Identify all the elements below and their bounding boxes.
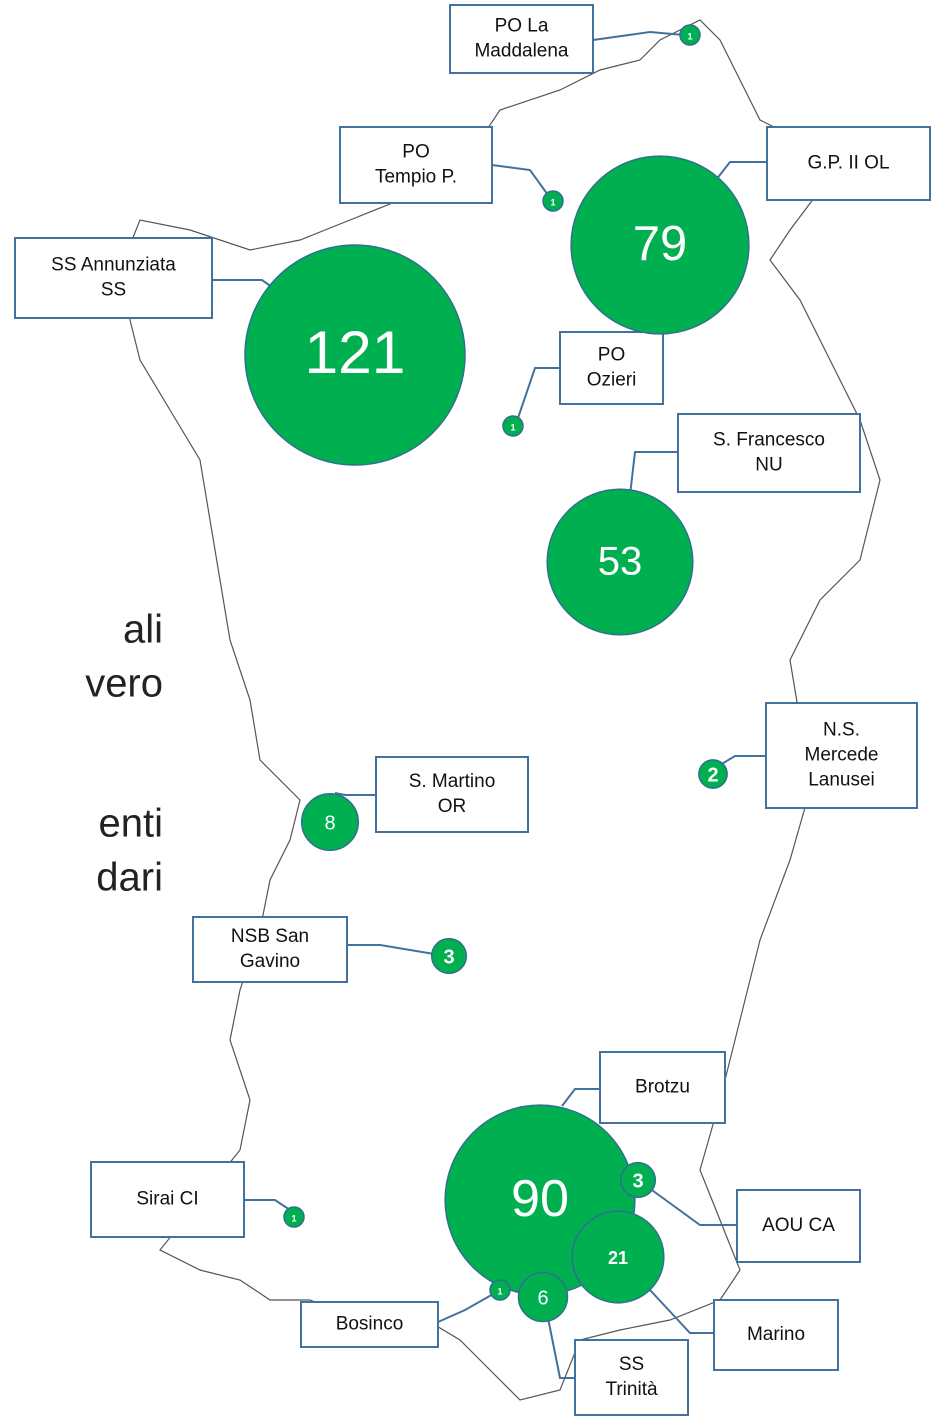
label-box bbox=[449, 4, 594, 74]
bubble-value: 2 bbox=[707, 764, 718, 786]
bubble-value: 8 bbox=[324, 812, 335, 834]
connector bbox=[629, 451, 678, 496]
label-box bbox=[300, 1301, 439, 1348]
label-box bbox=[765, 702, 918, 809]
hospital-label: Bosinco bbox=[336, 1314, 404, 1335]
bubble bbox=[570, 155, 750, 335]
hospital-label: OR bbox=[438, 796, 467, 817]
label-box bbox=[599, 1051, 726, 1124]
connector bbox=[592, 30, 685, 41]
bubble bbox=[546, 488, 694, 636]
bubble-value: 121 bbox=[305, 318, 406, 386]
hospital-label: SS bbox=[101, 280, 126, 301]
side-text: enti bbox=[99, 802, 164, 846]
hospital-label: PO bbox=[598, 345, 625, 366]
bubble-value: 6 bbox=[537, 1287, 548, 1309]
bubble bbox=[542, 190, 564, 212]
bubble bbox=[244, 244, 466, 466]
bubble-value: 90 bbox=[511, 1170, 569, 1228]
bubble-value: 21 bbox=[608, 1248, 628, 1268]
hospital-label: G.P. II OL bbox=[807, 153, 889, 174]
connector bbox=[244, 1199, 291, 1211]
hospital-label: Maddalena bbox=[474, 41, 568, 62]
hospital-label: Gavino bbox=[240, 951, 300, 972]
hospital-label: Mercede bbox=[805, 745, 879, 766]
bubble bbox=[300, 792, 360, 852]
hospital-label: Lanusei bbox=[808, 770, 875, 791]
hospital-label: Brotzu bbox=[635, 1077, 690, 1098]
hospital-label: NU bbox=[755, 455, 782, 476]
hospital-label: Marino bbox=[747, 1324, 805, 1345]
bubble bbox=[489, 1279, 511, 1301]
bubble bbox=[698, 759, 728, 789]
label-box bbox=[574, 1339, 689, 1416]
bubble bbox=[619, 1161, 657, 1199]
bubble-value: 1 bbox=[510, 422, 515, 432]
hospital-label: S. Martino bbox=[409, 771, 496, 792]
label-box bbox=[339, 126, 493, 204]
label-box bbox=[90, 1161, 245, 1238]
bubble-value: 3 bbox=[632, 1170, 643, 1192]
hospital-label: N.S. bbox=[823, 720, 860, 741]
bubble bbox=[679, 24, 701, 46]
hospital-label: Tempio P. bbox=[375, 167, 457, 188]
label-box bbox=[677, 413, 861, 493]
hospital-label: PO bbox=[402, 142, 429, 163]
connector bbox=[644, 1184, 737, 1226]
hospital-label: Trinità bbox=[605, 1379, 658, 1400]
connector bbox=[561, 1088, 600, 1107]
label-box bbox=[766, 126, 931, 201]
hospital-label: S. Francesco bbox=[713, 430, 825, 451]
bubble-value: 1 bbox=[550, 197, 555, 207]
bubble-value: 3 bbox=[443, 946, 454, 968]
side-text: ali bbox=[123, 608, 163, 652]
connector bbox=[649, 1289, 714, 1334]
hospital-label: PO La bbox=[495, 16, 549, 37]
hospital-label: SS Annunziata bbox=[51, 255, 176, 276]
bubble-value: 1 bbox=[497, 1286, 502, 1296]
bubble-value: 1 bbox=[291, 1213, 296, 1223]
hospital-label: Sirai CI bbox=[136, 1189, 198, 1210]
label-box bbox=[713, 1299, 839, 1371]
hospital-label: SS bbox=[619, 1354, 644, 1375]
bubble bbox=[283, 1206, 305, 1228]
side-text: dari bbox=[96, 856, 163, 900]
bubble bbox=[430, 937, 468, 975]
label-box bbox=[736, 1189, 861, 1263]
bubble bbox=[502, 415, 524, 437]
hospital-label: NSB San bbox=[231, 926, 309, 947]
hospital-label: Ozieri bbox=[587, 370, 637, 391]
bubble-value: 1 bbox=[687, 31, 692, 41]
connector bbox=[437, 1292, 496, 1323]
label-box bbox=[559, 331, 664, 405]
bubble bbox=[517, 1271, 569, 1323]
bubble bbox=[571, 1210, 665, 1304]
side-text: vero bbox=[85, 662, 163, 706]
bubble-value: 53 bbox=[598, 540, 643, 584]
connector bbox=[491, 164, 549, 196]
label-box bbox=[14, 237, 213, 319]
label-box bbox=[375, 756, 529, 833]
bubble-value: 79 bbox=[633, 217, 687, 271]
label-box bbox=[192, 916, 348, 983]
hospital-label: AOU CA bbox=[762, 1215, 835, 1236]
connector bbox=[334, 792, 376, 796]
connector bbox=[719, 755, 766, 766]
connector bbox=[347, 944, 441, 956]
coastline bbox=[119, 19, 881, 1401]
connector bbox=[546, 1312, 575, 1379]
connector bbox=[517, 367, 560, 419]
